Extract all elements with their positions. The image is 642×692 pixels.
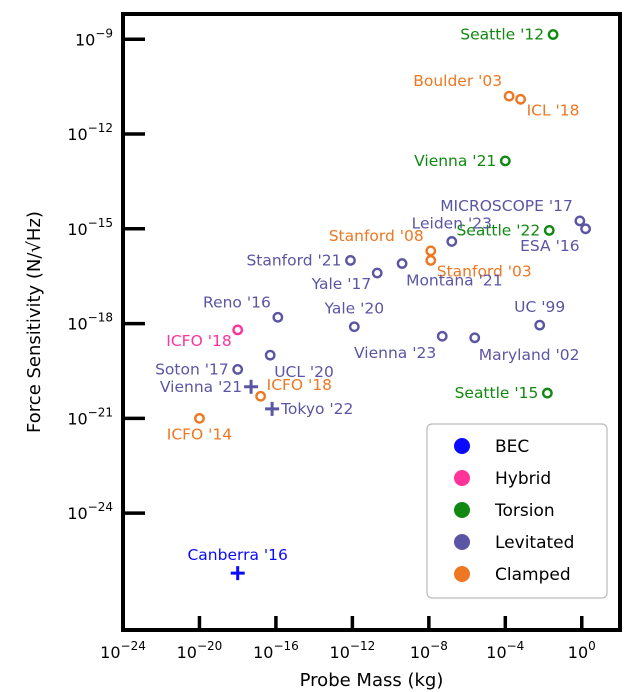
data-point bbox=[232, 324, 244, 336]
data-label: MICROSCOPE '17 bbox=[440, 197, 573, 215]
legend-label: Clamped bbox=[495, 565, 571, 585]
data-label: Leiden '23 bbox=[412, 214, 492, 232]
data-label: Stanford '21 bbox=[246, 251, 341, 269]
data-point bbox=[574, 215, 586, 227]
data-point bbox=[345, 254, 356, 266]
data-point bbox=[541, 387, 553, 399]
legend-label: BEC bbox=[495, 437, 529, 457]
data-point bbox=[425, 245, 437, 257]
x-tick-label: 10−24 bbox=[100, 639, 146, 662]
data-point bbox=[515, 93, 526, 105]
data-label: ICFO '14 bbox=[167, 425, 232, 443]
data-point bbox=[469, 332, 481, 344]
data-point bbox=[534, 319, 546, 331]
data-label: Yale '20 bbox=[323, 300, 384, 318]
data-label: Stanford '03 bbox=[437, 262, 532, 280]
x-tick-label: 10−4 bbox=[486, 639, 524, 662]
y-tick-label: 10−9 bbox=[75, 26, 113, 49]
y-tick-label: 10−12 bbox=[67, 121, 113, 144]
y-tick-label: 10−21 bbox=[67, 405, 113, 428]
data-point bbox=[232, 363, 244, 375]
legend-label: Levitated bbox=[495, 533, 574, 553]
legend-marker bbox=[454, 438, 470, 454]
data-label: Boulder '03 bbox=[413, 72, 502, 90]
legend-marker bbox=[454, 566, 470, 582]
data-label: Soton '17 bbox=[155, 360, 229, 378]
data-point bbox=[194, 412, 205, 424]
x-tick-label: 10−8 bbox=[410, 639, 448, 662]
y-tick-label: 10−24 bbox=[67, 500, 113, 523]
data-label: UCL '20 bbox=[274, 363, 334, 381]
data-point bbox=[255, 390, 267, 402]
data-point-plus bbox=[244, 379, 259, 394]
data-label: Vienna '21 bbox=[414, 152, 496, 170]
data-label: Maryland '02 bbox=[479, 346, 580, 364]
y-tick-label: 10−15 bbox=[67, 216, 113, 239]
data-label: ESA '16 bbox=[520, 237, 579, 255]
data-point bbox=[425, 254, 437, 266]
data-label: Yale '17 bbox=[311, 275, 372, 293]
legend: BEC Hybrid Torsion Levitated Clamped bbox=[426, 423, 608, 599]
data-label: Canberra '16 bbox=[187, 546, 287, 564]
x-tick-label: 10−12 bbox=[330, 639, 376, 662]
x-tick-label: 100 bbox=[568, 639, 596, 662]
chart-marks bbox=[194, 29, 591, 581]
legend-label: Torsion bbox=[494, 501, 555, 521]
data-point bbox=[264, 349, 276, 361]
data-label: ICL '18 bbox=[527, 101, 580, 119]
data-point-plus bbox=[265, 401, 280, 416]
data-point bbox=[272, 311, 284, 323]
data-label: Seattle '22 bbox=[456, 221, 540, 239]
data-label: Stanford '08 bbox=[329, 227, 424, 245]
point-labels: Seattle '12 Boulder '03 ICL '18 Vienna '21 M… bbox=[155, 26, 580, 565]
data-point bbox=[543, 224, 555, 236]
data-label: Vienna '23 bbox=[354, 344, 436, 362]
data-label: Seattle '12 bbox=[460, 26, 544, 44]
data-point bbox=[436, 330, 448, 342]
data-point bbox=[499, 155, 511, 167]
data-label: Reno '16 bbox=[203, 293, 271, 311]
legend-marker bbox=[454, 470, 470, 486]
data-label: Montana '21 bbox=[406, 272, 503, 290]
data-label: Tokyo '22 bbox=[280, 400, 353, 418]
legend-label: Hybrid bbox=[495, 469, 551, 489]
data-label: Seattle '15 bbox=[455, 384, 539, 402]
legend-marker bbox=[454, 502, 470, 518]
data-point bbox=[348, 321, 360, 333]
legend-box bbox=[426, 423, 608, 599]
x-tick-label: 10−16 bbox=[253, 639, 299, 662]
data-label: ICFO '18 bbox=[166, 332, 231, 350]
y-axis-label: Force Sensitivity (N/√Hz) bbox=[24, 211, 45, 433]
data-label: UC '99 bbox=[514, 298, 565, 316]
data-point bbox=[371, 267, 383, 279]
data-point bbox=[580, 223, 591, 235]
data-point-plus bbox=[230, 566, 245, 581]
data-point bbox=[547, 29, 559, 40]
data-point bbox=[396, 258, 408, 269]
legend-marker bbox=[454, 534, 470, 550]
data-point bbox=[446, 236, 458, 247]
y-tick-label: 10−18 bbox=[67, 311, 113, 334]
x-axis-label: Probe Mass (kg) bbox=[300, 670, 444, 691]
data-label: ICFO '18 bbox=[267, 376, 332, 394]
x-tick-label: 10−20 bbox=[177, 639, 223, 662]
data-point bbox=[503, 90, 515, 102]
data-label: Vienna '21 bbox=[160, 378, 242, 396]
chart-axes: 10−24 10−20 10−16 10−12 10−8 10−4 100 10−24 10−2… bbox=[67, 12, 622, 662]
